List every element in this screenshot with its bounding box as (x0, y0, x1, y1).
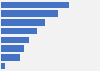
Bar (1, 45, 24, 52)
Bar (1, 19, 45, 26)
Bar (1, 63, 5, 69)
Bar (1, 2, 69, 8)
Bar (1, 37, 29, 43)
Bar (1, 11, 58, 17)
Bar (1, 28, 37, 34)
Bar (1, 54, 20, 60)
